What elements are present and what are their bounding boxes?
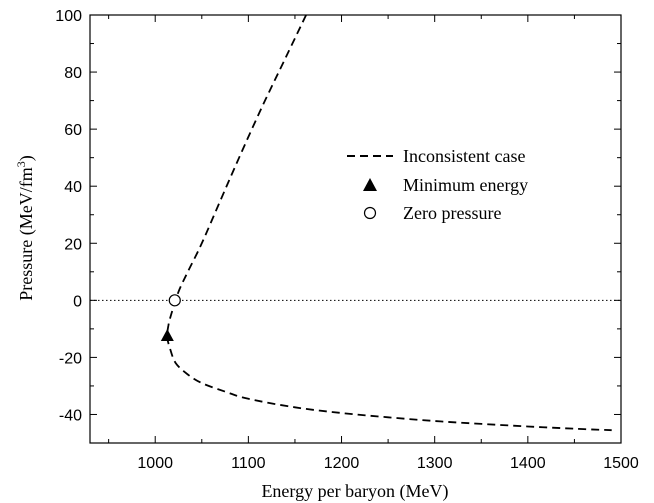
- x-tick-label: 1100: [231, 455, 266, 472]
- plot-frame: [89, 14, 622, 444]
- legend-label-series: Inconsistent case: [403, 146, 525, 166]
- y-tick-label: 0: [73, 293, 82, 310]
- x-tick-label: 1400: [510, 455, 546, 472]
- y-tick-label: 80: [64, 65, 82, 82]
- axes-group: 1000 1100 1200 1300 1400 1500 -40 -20 0 20 40 60 80 1…: [55, 8, 639, 472]
- x-tick-label: 1500: [603, 455, 639, 472]
- legend-label-zero-pressure: Zero pressure: [403, 203, 501, 223]
- y-axis-label-suffix: ): [16, 155, 37, 161]
- y-tick-label: -20: [59, 350, 82, 367]
- plot-group: [90, 14, 621, 432]
- x-tick-label: 1000: [137, 455, 173, 472]
- y-tick-label: 100: [55, 8, 82, 25]
- x-tick-label: 1200: [324, 455, 360, 472]
- y-tick-label: 20: [64, 236, 82, 253]
- y-tick-label: -40: [59, 407, 82, 424]
- x-axis-label: Energy per baryon (MeV): [261, 481, 448, 502]
- legend: Inconsistent case Minimum energy Zero pr…: [347, 146, 528, 223]
- legend-triangle-icon: [363, 178, 377, 191]
- y-tick-label: 40: [64, 179, 82, 196]
- y-axis-label: Pressure (MeV/fm3): [14, 155, 37, 300]
- y-axis-label-superscript: 3: [14, 161, 28, 167]
- series-line-inconsistent-case: [166, 14, 612, 432]
- zero-pressure-marker: [168, 294, 181, 307]
- legend-label-min-energy: Minimum energy: [403, 175, 528, 195]
- x-tick-label: 1300: [417, 455, 453, 472]
- legend-circle-icon: [363, 206, 377, 220]
- y-axis-label-main: Pressure (MeV/fm: [16, 167, 37, 300]
- y-tick-label: 60: [64, 122, 82, 139]
- minimum-energy-marker: [160, 329, 174, 341]
